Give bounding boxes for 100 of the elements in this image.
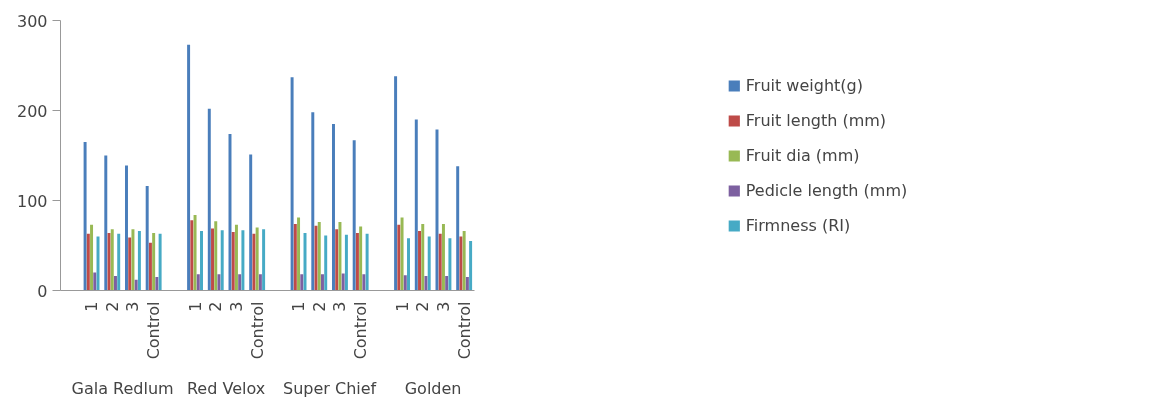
bar	[137, 231, 141, 291]
bar	[456, 166, 460, 291]
bar	[238, 274, 242, 291]
bar	[448, 238, 452, 291]
bar	[332, 124, 335, 291]
bar	[335, 229, 339, 291]
bar	[117, 233, 121, 291]
x-tick-label: 2	[102, 301, 122, 312]
bar	[344, 234, 348, 291]
bar	[300, 274, 304, 291]
bar	[125, 165, 128, 291]
bar	[320, 274, 324, 291]
bar	[427, 236, 431, 291]
bar	[158, 233, 162, 291]
x-tick-label: Control	[454, 301, 474, 360]
bar	[397, 224, 401, 291]
bar	[414, 119, 418, 291]
legend-label: Fruit length (mm)	[745, 110, 887, 130]
bar	[211, 228, 215, 291]
bar	[290, 77, 294, 291]
bar	[196, 274, 200, 291]
bar	[424, 276, 428, 291]
bar	[86, 233, 90, 291]
bar	[90, 224, 94, 291]
bar	[241, 230, 245, 291]
text: Red Velox	[186, 378, 266, 398]
x-tick-label: 3	[330, 301, 350, 312]
x-tick-label: Control	[247, 301, 267, 360]
x-tick-label: 2	[413, 301, 433, 312]
legend-label: Pedicle length (mm)	[745, 180, 908, 200]
bar	[193, 214, 197, 291]
legend-label: Fruit weight(g)	[745, 75, 863, 95]
bar	[445, 276, 449, 291]
bar	[252, 233, 256, 291]
x-tick-label: 1	[82, 301, 102, 312]
bar	[365, 233, 369, 291]
bar	[187, 44, 191, 291]
bar	[338, 222, 342, 291]
bar	[104, 155, 108, 291]
bar	[83, 142, 87, 291]
bar	[93, 272, 97, 291]
bar	[400, 217, 404, 291]
text: Super Chief	[283, 378, 377, 398]
x-tick-label: 1	[392, 301, 412, 312]
bar	[145, 186, 149, 291]
legend-label: Firmness (RI)	[745, 215, 851, 235]
y-tick-label: 100	[16, 191, 48, 211]
bar	[200, 231, 203, 291]
bar	[152, 232, 156, 291]
bar	[249, 154, 253, 291]
bar	[394, 76, 398, 291]
bar	[258, 274, 262, 291]
y-tick-label: 200	[16, 101, 48, 121]
bar	[324, 235, 328, 291]
x-tick-label: Control	[144, 301, 164, 360]
x-tick-label: 1	[185, 301, 205, 312]
bar	[262, 229, 266, 291]
x-tick-label: 3	[433, 301, 453, 312]
bar	[207, 108, 211, 291]
bar	[311, 112, 315, 291]
bar	[459, 236, 463, 291]
bar	[355, 232, 359, 291]
bar	[341, 273, 345, 291]
bar	[352, 140, 356, 291]
bar	[362, 274, 366, 291]
bar	[234, 224, 238, 291]
x-tick-label: 3	[226, 301, 246, 312]
legend-label: Fruit dia (mm)	[745, 145, 860, 165]
text: Gala Redlum	[71, 378, 174, 398]
x-tick-label: 3	[123, 301, 143, 312]
bar	[155, 277, 159, 291]
bar	[231, 232, 235, 291]
x-tick-label: 2	[309, 301, 329, 312]
bar	[148, 242, 152, 291]
bar	[465, 277, 469, 291]
bar	[407, 238, 410, 291]
bar	[217, 274, 221, 291]
bar	[297, 217, 301, 291]
y-tick-label: 0	[37, 281, 48, 301]
y-tick-label: 300	[16, 11, 48, 31]
x-tick-label: 1	[289, 301, 309, 312]
bar	[293, 223, 297, 291]
x-tick-label: Control	[351, 301, 371, 360]
text: Golden	[404, 378, 462, 398]
bar	[190, 220, 194, 291]
bar	[134, 279, 138, 291]
bar	[403, 275, 407, 291]
bar	[462, 231, 466, 291]
bar	[469, 241, 473, 291]
bar	[128, 237, 132, 291]
bar	[214, 221, 218, 291]
bar	[438, 233, 442, 291]
bar	[131, 229, 135, 291]
bar	[255, 227, 259, 291]
bar	[220, 230, 224, 291]
bar	[421, 223, 425, 291]
bar	[113, 276, 117, 291]
x-tick-label: 2	[206, 301, 226, 312]
bar	[418, 231, 422, 291]
bar	[359, 226, 363, 291]
